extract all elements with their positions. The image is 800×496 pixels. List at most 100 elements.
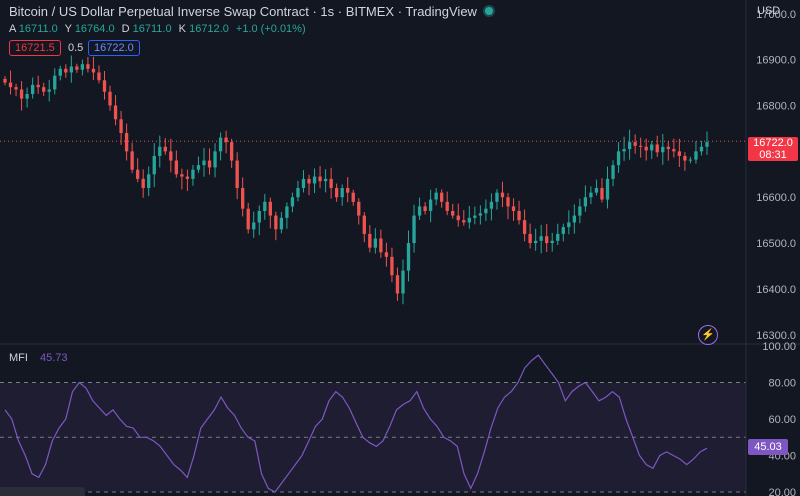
candle-body bbox=[8, 82, 13, 88]
symbol-title: Bitcoin / US Dollar Perpetual Inverse Sw… bbox=[9, 4, 477, 19]
candle-body bbox=[594, 188, 599, 193]
candle-body bbox=[246, 208, 250, 230]
countdown-timer: 08:31 bbox=[759, 149, 787, 161]
candle-body bbox=[556, 233, 560, 241]
candle-body bbox=[97, 72, 101, 81]
candle-body bbox=[346, 188, 350, 193]
candle-body bbox=[500, 192, 505, 198]
candle-body bbox=[213, 151, 217, 168]
candle-body bbox=[423, 206, 427, 211]
candle-body bbox=[677, 151, 682, 156]
candle-body bbox=[639, 145, 643, 147]
candle-body bbox=[279, 217, 284, 230]
candle-body bbox=[158, 146, 162, 156]
candle-body bbox=[495, 192, 499, 202]
spread-value: 0.5 bbox=[68, 42, 84, 54]
candle-body bbox=[196, 165, 201, 170]
candle-body bbox=[307, 178, 311, 184]
candle-body bbox=[605, 178, 610, 200]
candle-body bbox=[406, 243, 411, 271]
candle-body bbox=[252, 222, 256, 230]
candle-body bbox=[373, 238, 378, 248]
price-tick-label: 16800.0 bbox=[756, 100, 796, 112]
mfi-line bbox=[4, 354, 708, 493]
candle-body bbox=[417, 206, 422, 216]
ohlc-low-label: D bbox=[121, 23, 130, 35]
ohlc-close-value: 16712.0 bbox=[189, 23, 229, 35]
candle-body bbox=[119, 119, 123, 134]
candle-body bbox=[191, 169, 195, 179]
candle-body bbox=[86, 64, 90, 69]
candle-body bbox=[672, 149, 676, 152]
candle-body bbox=[263, 201, 267, 211]
candle-body bbox=[688, 159, 693, 161]
candle-body bbox=[384, 252, 389, 257]
time-scale-handle[interactable] bbox=[0, 487, 85, 496]
mfi-value: 45.73 bbox=[39, 352, 68, 364]
candle-body bbox=[390, 256, 394, 276]
symbol-legend[interactable]: Bitcoin / US Dollar Perpetual Inverse Sw… bbox=[9, 4, 493, 19]
candle-body bbox=[3, 78, 7, 83]
ohlc-change: +1.0 (+0.01%) bbox=[235, 23, 306, 35]
mfi-legend[interactable]: MFI 45.73 bbox=[9, 352, 67, 364]
candle-body bbox=[395, 275, 400, 294]
candle-body bbox=[412, 215, 416, 244]
price-tick-label: 16900.0 bbox=[756, 55, 796, 67]
candle-body bbox=[694, 151, 698, 160]
ohlc-close-label: K bbox=[178, 23, 187, 35]
candle-body bbox=[368, 233, 372, 248]
candle-body bbox=[522, 220, 527, 234]
candle-body bbox=[340, 188, 344, 198]
candle-body bbox=[705, 142, 709, 147]
candle-body bbox=[30, 84, 35, 95]
candle-body bbox=[174, 160, 179, 175]
candle-body bbox=[583, 197, 588, 207]
candle-body bbox=[578, 206, 582, 216]
candle-body bbox=[533, 240, 538, 244]
buy-button[interactable]: 16722.0 bbox=[88, 40, 140, 56]
candle-body bbox=[318, 176, 322, 182]
candle-body bbox=[589, 192, 593, 198]
sell-button[interactable]: 16721.5 bbox=[9, 40, 61, 56]
candle-body bbox=[545, 236, 549, 244]
mfi-tick-label: 80.00 bbox=[768, 378, 796, 390]
currency-button[interactable]: USD bbox=[757, 5, 781, 17]
lightning-icon[interactable]: ⚡ bbox=[698, 325, 718, 345]
candle-body bbox=[136, 169, 140, 179]
candle-body bbox=[699, 146, 704, 152]
candle-body bbox=[473, 215, 477, 218]
candle-body bbox=[69, 66, 73, 73]
candle-body bbox=[539, 236, 543, 241]
candle-body bbox=[75, 66, 79, 70]
candle-body bbox=[235, 160, 239, 189]
candle-body bbox=[478, 213, 483, 216]
candle-body bbox=[80, 64, 85, 70]
candle-body bbox=[296, 188, 300, 198]
mfi-name: MFI bbox=[9, 352, 28, 364]
price-tick-label: 17000.0 bbox=[756, 9, 796, 21]
candle-body bbox=[489, 201, 494, 209]
candle-body bbox=[64, 68, 68, 73]
candle-body bbox=[130, 151, 134, 170]
candle-body bbox=[257, 210, 261, 223]
candle-body bbox=[268, 201, 272, 216]
price-tick-label: 16600.0 bbox=[756, 192, 796, 204]
live-status-icon bbox=[484, 7, 493, 15]
candle-body bbox=[19, 89, 24, 99]
candle-body bbox=[290, 197, 295, 207]
candle-body bbox=[451, 210, 455, 216]
candle-body bbox=[42, 87, 46, 92]
candle-body bbox=[185, 176, 190, 179]
candle-body bbox=[180, 174, 184, 177]
candle-body bbox=[36, 84, 40, 88]
candle-body bbox=[511, 206, 516, 211]
candle-body bbox=[152, 155, 156, 175]
candle-body bbox=[163, 146, 167, 152]
candle-body bbox=[622, 149, 626, 152]
last-price-tag: 16722.0 08:31 bbox=[748, 137, 798, 161]
candle-body bbox=[323, 178, 328, 182]
mfi-tick-label: 100.00 bbox=[762, 341, 796, 353]
candle-body bbox=[550, 240, 554, 244]
candle-body bbox=[434, 192, 438, 200]
